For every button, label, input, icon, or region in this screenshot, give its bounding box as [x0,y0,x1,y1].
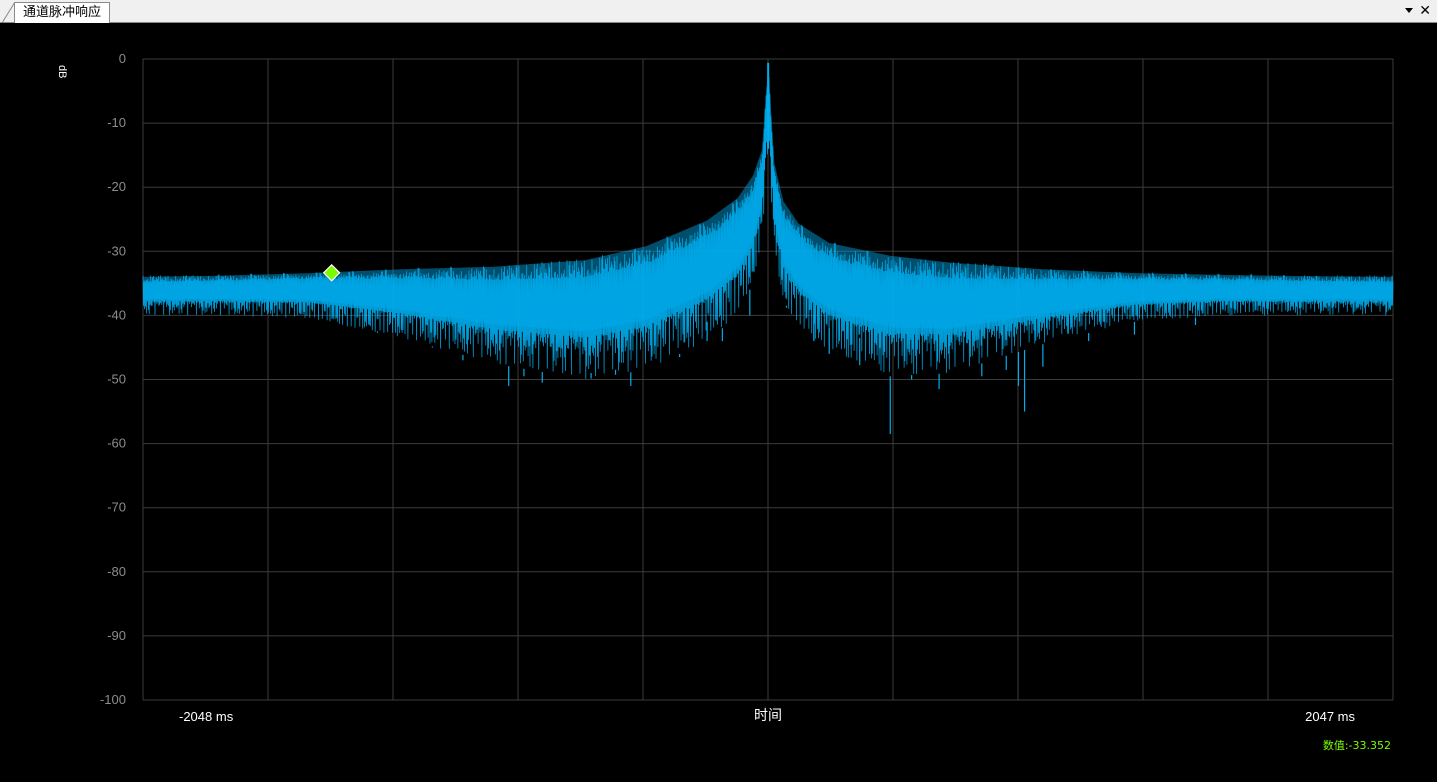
impulse-response-chart: 0 -10 -20 -30 -40 -50 -60 -70 -80 -90 -100 dB -204… [56,51,1394,752]
y-tick-label: -70 [107,500,126,515]
series-impulse-response [142,62,1394,434]
tab-channel-impulse-response[interactable]: 通道脉冲响应 [14,2,111,23]
x-axis-label: 时间 [754,708,782,724]
y-tick-label: -40 [107,307,126,322]
y-tick-label: -10 [107,115,126,130]
y-axis-label: dB [56,65,68,78]
x-axis-end-label: 2047 ms [1305,709,1355,724]
y-tick-label: -60 [107,436,126,451]
y-tick-labels: 0 -10 -20 -30 -40 -50 -60 -70 -80 -90 -100 [100,51,126,707]
close-icon[interactable]: ✕ [1419,3,1431,19]
value-readout: 数值:-33.352 [1323,739,1391,752]
x-axis-start-label: -2048 ms [179,709,234,724]
tab-left-edge [2,2,16,23]
cursor-marker [322,263,341,282]
chevron-down-icon[interactable] [1405,8,1413,13]
y-tick-label: -30 [107,243,126,258]
y-tick-label: 0 [119,51,126,66]
y-tick-label: -50 [107,372,126,387]
y-tick-label: -100 [100,692,126,707]
y-tick-label: -90 [107,628,126,643]
y-tick-label: -80 [107,564,126,579]
chart-grid [142,58,1394,701]
y-tick-label: -20 [107,179,126,194]
tab-bar: 通道脉冲响应 ✕ [0,0,1437,23]
